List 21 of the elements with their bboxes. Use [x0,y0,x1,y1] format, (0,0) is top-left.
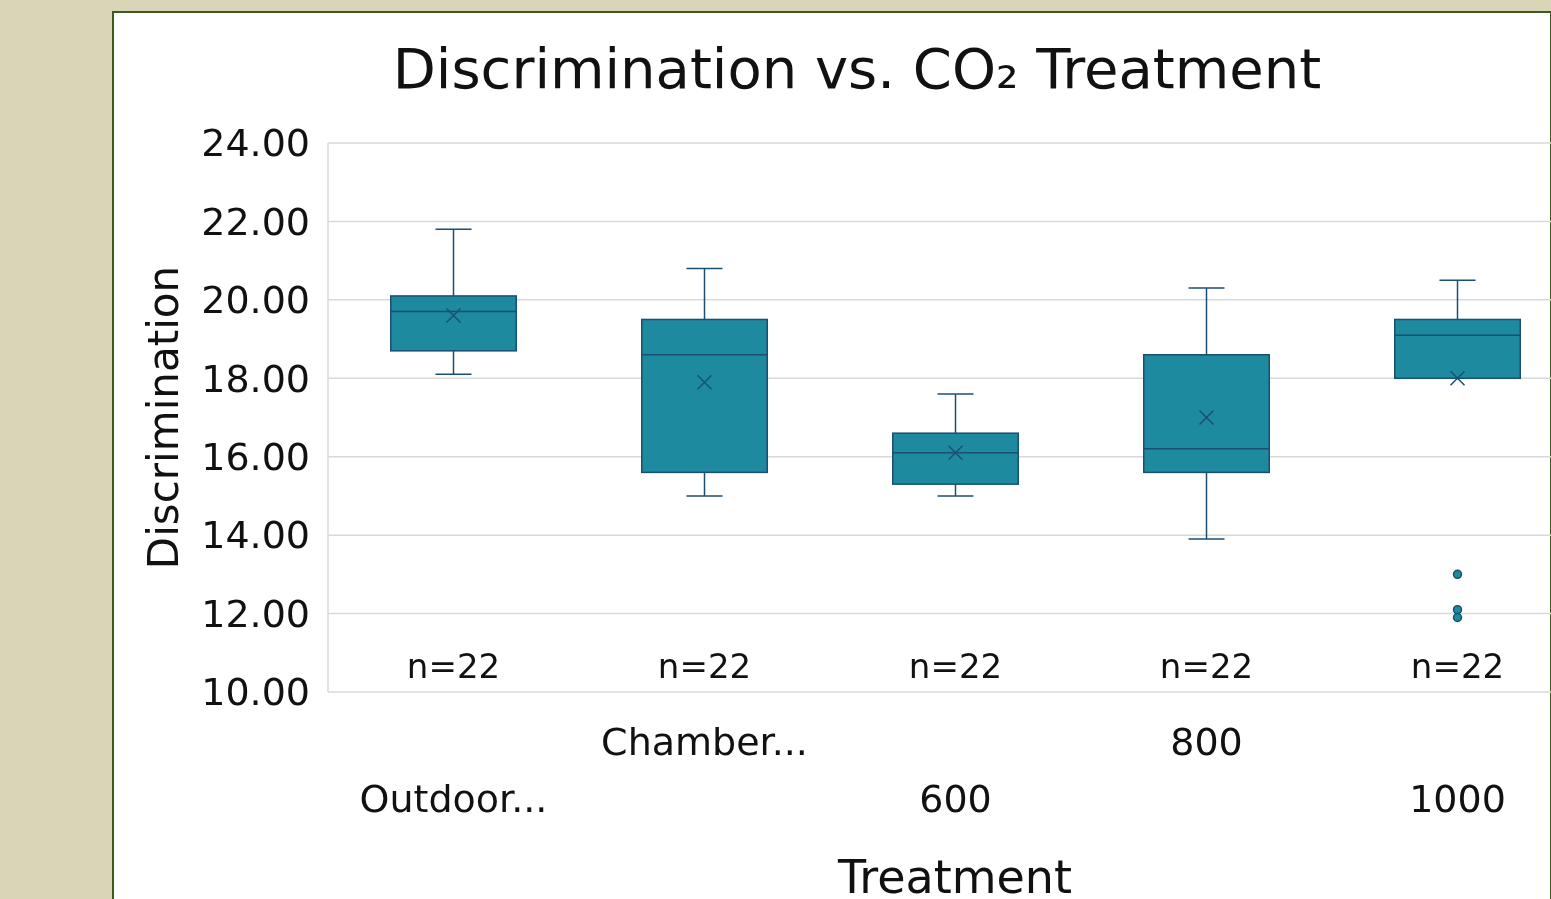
y-tick-label: 10.00 [201,670,310,715]
y-tick-label: 20.00 [201,278,310,323]
annotation: n=22 [1410,646,1505,686]
y-tick-label: 16.00 [201,435,310,480]
y-tick-label: 12.00 [201,591,310,636]
y-tick-label: 22.00 [201,199,310,244]
y-tick-label: 24.00 [201,121,310,166]
chart-title: Discrimination vs. CO₂ Treatment [392,36,1322,101]
y-tick-label: 18.00 [201,356,310,401]
y-axis-title: Discrimination [139,265,188,570]
annotation: n=22 [406,646,501,686]
annotation: n=22 [908,646,1003,686]
x-axis-title: Treatment [836,850,1073,899]
x-tick-label: Outdoor... [359,777,548,821]
x-tick-label: 1000 [1409,777,1506,821]
x-tick-label: 800 [1170,720,1243,764]
x-tick-label: 600 [919,777,992,821]
annotation: n=22 [657,646,752,686]
x-tick-label: Chamber... [601,720,808,764]
annotation: n=22 [1159,646,1254,686]
y-tick-label: 14.00 [201,513,310,558]
